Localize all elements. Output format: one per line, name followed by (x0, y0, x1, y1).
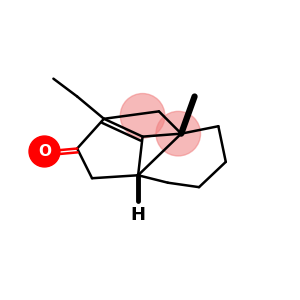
Text: O: O (38, 144, 51, 159)
Circle shape (29, 136, 60, 167)
Circle shape (156, 111, 200, 156)
Circle shape (120, 94, 165, 138)
Text: H: H (130, 206, 146, 224)
